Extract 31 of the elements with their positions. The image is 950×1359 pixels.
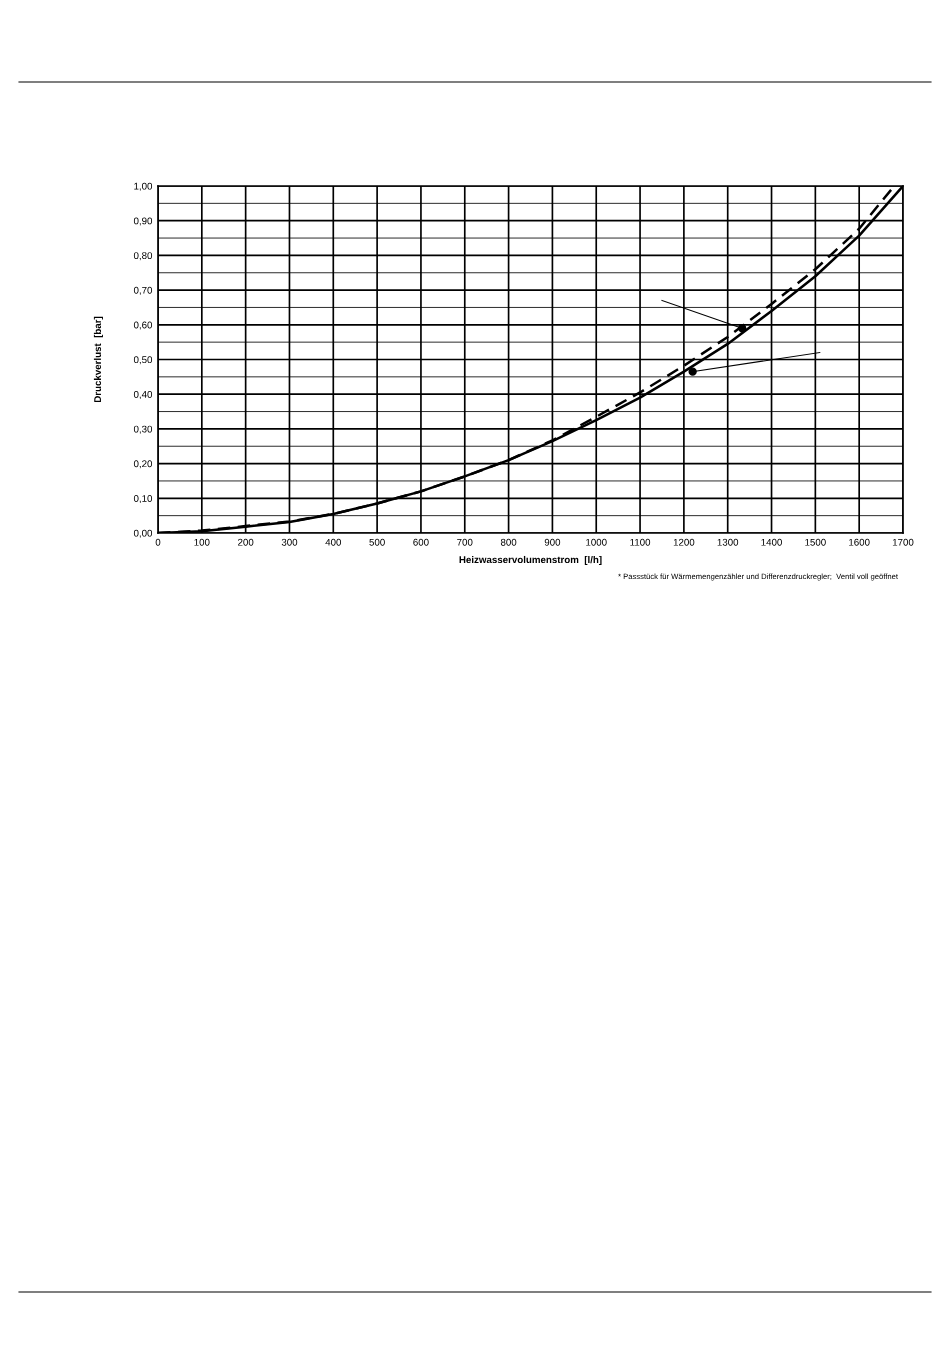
y-tick-label: 0,50 — [133, 356, 153, 365]
x-tick-label: 1400 — [761, 538, 782, 546]
x-tick-label: 400 — [325, 538, 342, 546]
x-tick-label: 100 — [194, 538, 210, 546]
y-tick-label: 1,00 — [134, 182, 153, 191]
x-tick-label: 700 — [457, 538, 473, 546]
x-tick-label: 500 — [369, 538, 385, 546]
x-tick-label: 1000 — [586, 538, 607, 546]
x-tick-label: 800 — [500, 538, 517, 546]
x-tick-label: 0 — [155, 538, 161, 546]
y-tick-label: 0,60 — [133, 321, 153, 330]
y-tick-label: 0,10 — [133, 495, 153, 504]
y-tick-label: 0,90 — [133, 217, 153, 226]
y-tick-label: 0,30 — [133, 425, 153, 434]
y-tick-label: 0,00 — [133, 529, 153, 538]
x-tick-label: 1300 — [717, 538, 739, 546]
x-axis-title: Heizwasservolumenstrom [l/h] — [459, 555, 602, 566]
x-tick-label: 1200 — [673, 538, 695, 546]
y-tick-label: 0,20 — [133, 460, 153, 469]
y-tick-label: 0,80 — [133, 252, 153, 261]
y-tick-label: 0,70 — [133, 286, 153, 295]
x-tick-label: 200 — [238, 538, 254, 546]
y-tick-label: 0,40 — [133, 390, 153, 399]
x-tick-label: 1500 — [805, 538, 826, 546]
x-tick-label: 1100 — [630, 538, 651, 546]
y-axis-title: Druckverlust [bar] — [93, 316, 103, 403]
x-tick-label: 1600 — [849, 538, 870, 546]
x-tick-label: 900 — [544, 538, 561, 546]
x-tick-label: 600 — [413, 538, 429, 546]
x-tick-label: 300 — [281, 538, 298, 546]
x-tick-label: 1700 — [892, 538, 914, 546]
